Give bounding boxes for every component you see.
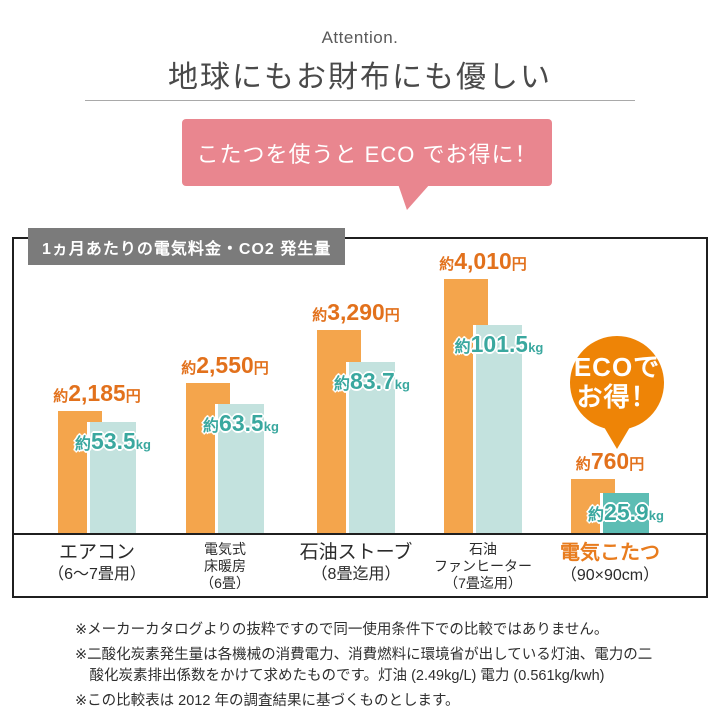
eco-badge-line2: お得！ xyxy=(576,382,658,412)
category-label-line: 床暖房 xyxy=(203,557,246,574)
axis-line xyxy=(14,533,706,535)
cost-value-label: 約2,550円 xyxy=(181,352,269,378)
chart-plot-area: 約2,185円約53.5kg エアコン （6～7畳用） 約2,550円約63.5kg 電… xyxy=(14,239,706,596)
cost-value-label: 約4,010円 xyxy=(439,248,527,274)
co2-bar xyxy=(476,325,522,533)
speech-bubble-tail xyxy=(398,184,430,210)
category-label-line: 石油ストーブ xyxy=(299,542,413,563)
category-label: 電気こたつ （90×90cm） xyxy=(560,541,660,586)
category-label-line: （8畳迄用） xyxy=(311,565,401,583)
chart-title-badge: 1ヵ月あたりの電気料金・CO2 発生量 xyxy=(28,228,346,265)
co2-value-label: 約83.7kg xyxy=(334,368,410,394)
footnote-item: ※二酸化炭素発生量は各機械の消費電力、消費燃料に環境省が出している灯油、電力の二… xyxy=(75,647,653,685)
title-divider xyxy=(85,100,635,101)
co2-value-label: 約101.5kg xyxy=(454,331,544,357)
footnote-item: ※メーカーカタログよりの抜粋ですので同一使用条件下での比較ではありません。 xyxy=(75,622,609,638)
category-label: エアコン （6～7畳用） xyxy=(48,541,146,585)
co2-value-label: 約63.5kg xyxy=(203,410,279,436)
footnote-item: ※この比較表は 2012 年の調査結果に基づくものとします。 xyxy=(75,693,460,710)
footnotes: ※メーカーカタログよりの抜粋ですので同一使用条件下での比較ではありません。 ※二… xyxy=(75,620,663,716)
page-title: 地球にもお財布にも優しい xyxy=(168,61,552,94)
category-label: 石油 ファンヒーター （7畳迄用） xyxy=(434,541,532,591)
co2-bar xyxy=(90,422,136,533)
cost-value-label: 約3,290円 xyxy=(312,299,400,325)
category-label-line: （7畳迄用） xyxy=(444,574,522,591)
category-label-line: ファンヒーター xyxy=(434,557,532,574)
category-label-line: 電気式 xyxy=(203,541,246,557)
co2-value-label: 約53.5kg xyxy=(75,428,151,454)
category-label-line: 電気こたつ xyxy=(560,542,660,564)
category-label-line: （6畳） xyxy=(200,574,250,591)
category-label-line: エアコン xyxy=(58,542,135,563)
cost-value-label: 約2,185円 xyxy=(53,380,141,406)
co2-bar xyxy=(603,493,649,533)
category-label-line: 石油 xyxy=(469,541,497,557)
speech-bubble-text: こたつを使うと ECO でお得に！ xyxy=(196,141,538,167)
cost-value-label: 約760円 xyxy=(575,448,645,474)
co2-value-label: 約25.9kg xyxy=(588,499,664,525)
eco-badge-line1: ECOで xyxy=(573,352,661,383)
category-label-line: （90×90cm） xyxy=(560,567,660,584)
category-label-line: （6～7畳用） xyxy=(48,565,146,583)
attention-eyebrow: Attention. xyxy=(321,28,399,47)
co2-bar xyxy=(349,362,395,533)
category-label: 電気式 床暖房 （6畳） xyxy=(200,541,250,591)
category-label: 石油ストーブ （8畳迄用） xyxy=(300,541,413,585)
co2-bar xyxy=(218,404,264,533)
speech-bubble: こたつを使うと ECO でお得に！ xyxy=(182,119,552,186)
eco-badge: ECOで お得！ xyxy=(570,336,664,430)
